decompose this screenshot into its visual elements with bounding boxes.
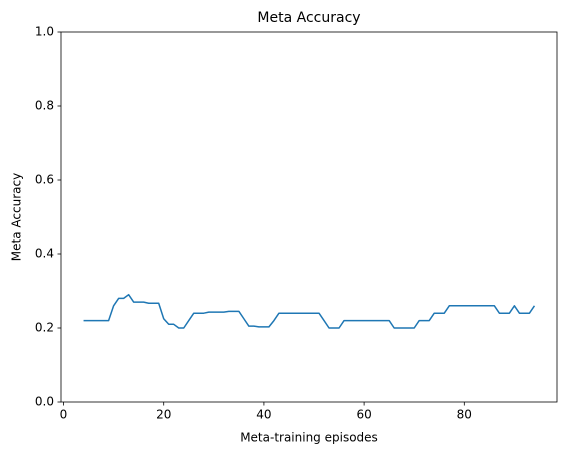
x-tick-label: 80 — [457, 408, 472, 422]
line-series — [83, 293, 536, 329]
x-axis-label: Meta-training episodes — [240, 431, 378, 445]
y-tick-label: 0.2 — [35, 321, 54, 335]
y-axis-label: Meta Accuracy — [10, 173, 24, 261]
x-tick-label: 0 — [60, 408, 68, 422]
chart-title: Meta Accuracy — [257, 10, 360, 26]
axes-frame — [60, 31, 558, 403]
y-tick-label: 0.0 — [35, 395, 54, 409]
y-tick-label: 1.0 — [35, 25, 54, 39]
y-tick-label: 0.4 — [35, 247, 54, 261]
x-tick-label: 60 — [356, 408, 371, 422]
y-tick-label: 0.8 — [35, 99, 54, 113]
x-tick-label: 40 — [256, 408, 271, 422]
x-tick-label: 20 — [156, 408, 171, 422]
y-tick-label: 0.6 — [35, 173, 54, 187]
